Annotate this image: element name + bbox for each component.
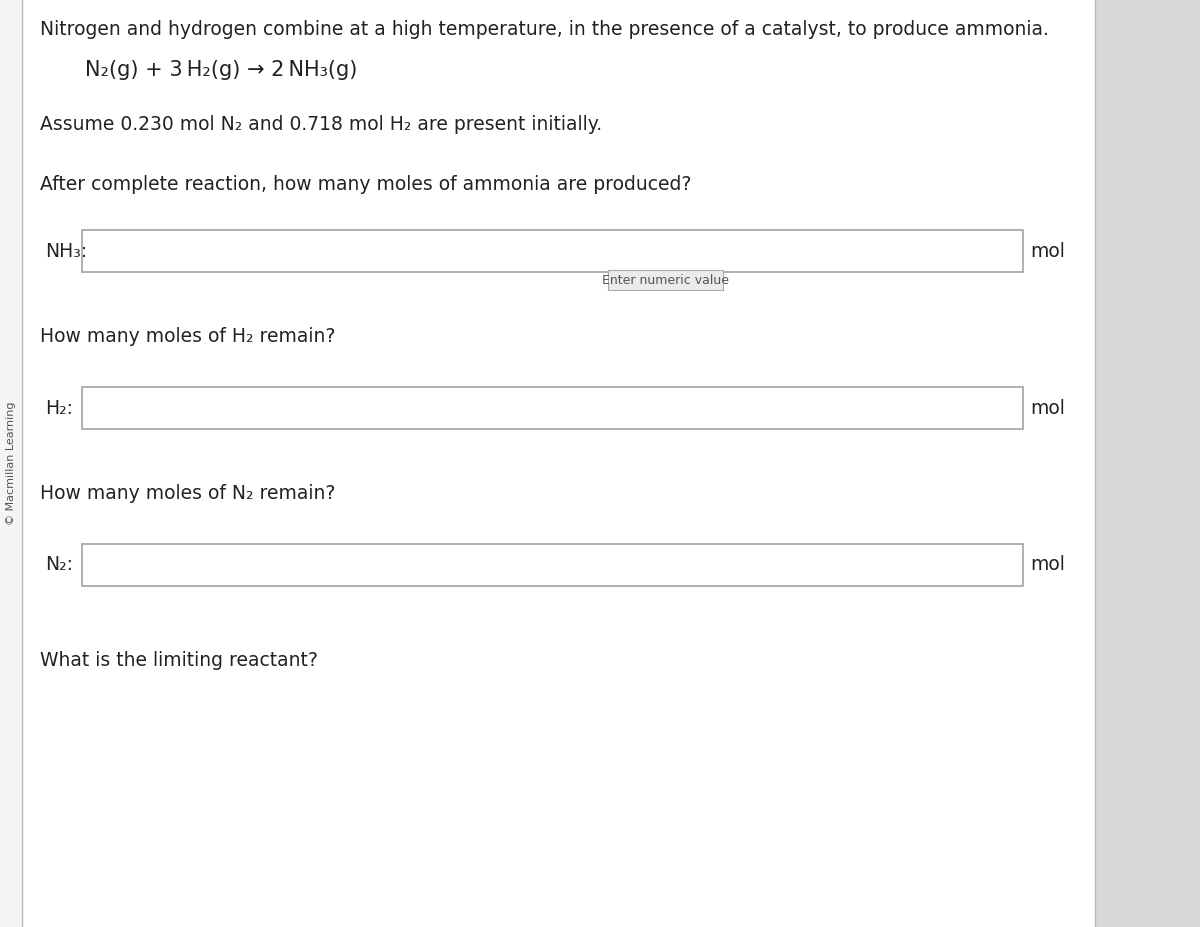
Text: © Macmillan Learning: © Macmillan Learning <box>6 401 16 526</box>
Text: How many moles of N₂ remain?: How many moles of N₂ remain? <box>40 484 335 503</box>
Text: Enter numeric value: Enter numeric value <box>602 273 728 286</box>
Text: N₂(g) + 3 H₂(g) → 2 NH₃(g): N₂(g) + 3 H₂(g) → 2 NH₃(g) <box>85 60 358 80</box>
FancyBboxPatch shape <box>0 0 22 927</box>
Text: mol: mol <box>1030 555 1066 575</box>
FancyBboxPatch shape <box>1096 0 1200 927</box>
Text: After complete reaction, how many moles of ammonia are produced?: After complete reaction, how many moles … <box>40 175 691 194</box>
Text: How many moles of H₂ remain?: How many moles of H₂ remain? <box>40 327 335 346</box>
Text: N₂:: N₂: <box>46 555 73 575</box>
Text: What is the limiting reactant?: What is the limiting reactant? <box>40 651 318 670</box>
Text: mol: mol <box>1030 242 1066 260</box>
Text: NH₃:: NH₃: <box>46 242 88 260</box>
Text: Assume 0.230 mol N₂ and 0.718 mol H₂ are present initially.: Assume 0.230 mol N₂ and 0.718 mol H₂ are… <box>40 115 602 134</box>
Text: mol: mol <box>1030 399 1066 417</box>
Text: H₂:: H₂: <box>46 399 73 417</box>
FancyBboxPatch shape <box>82 544 1022 586</box>
FancyBboxPatch shape <box>82 387 1022 429</box>
Text: Nitrogen and hydrogen combine at a high temperature, in the presence of a cataly: Nitrogen and hydrogen combine at a high … <box>40 20 1049 39</box>
FancyBboxPatch shape <box>82 230 1022 272</box>
FancyBboxPatch shape <box>608 270 722 290</box>
FancyBboxPatch shape <box>0 0 1096 927</box>
